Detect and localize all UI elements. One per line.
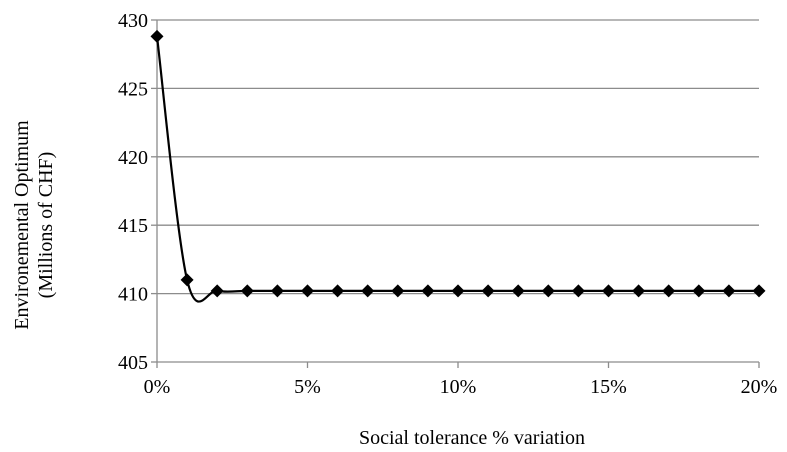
data-point-8 xyxy=(391,284,405,298)
y-axis-title-line-2: (Millions of CHF) xyxy=(35,152,57,299)
series-line xyxy=(155,36,759,303)
data-series xyxy=(150,29,766,303)
data-point-6 xyxy=(331,284,345,298)
y-tick-label-0: 405 xyxy=(118,352,148,374)
data-point-19 xyxy=(722,284,736,298)
data-point-3 xyxy=(240,284,254,298)
data-point-16 xyxy=(632,284,646,298)
y-tick-label-3: 420 xyxy=(118,147,148,169)
data-point-5 xyxy=(301,284,314,298)
data-point-9 xyxy=(421,284,435,298)
axes xyxy=(151,19,760,368)
data-point-10 xyxy=(451,284,465,298)
data-point-14 xyxy=(571,284,585,298)
x-tick-label-1: 5% xyxy=(294,376,321,398)
data-point-12 xyxy=(511,284,525,298)
data-point-11 xyxy=(481,284,495,298)
x-axis-title: Social tolerance % variation xyxy=(359,427,585,449)
data-point-2 xyxy=(210,284,224,298)
data-point-17 xyxy=(662,284,676,298)
y-axis-title: Environemental Optimum (Millions of CHF) xyxy=(11,120,57,330)
x-tick-label-3: 15% xyxy=(590,376,627,398)
x-tick-label-2: 10% xyxy=(440,376,477,398)
y-tick-label-2: 415 xyxy=(118,215,148,237)
tick-labels: 405 410 415 420 425 430 0% 5% 10% 15% 20% xyxy=(118,10,777,398)
data-point-0 xyxy=(150,29,164,43)
gridlines xyxy=(157,19,759,295)
y-tick-label-5: 430 xyxy=(118,10,148,32)
data-point-18 xyxy=(692,284,706,298)
data-point-4 xyxy=(270,284,284,298)
x-tick-label-0: 0% xyxy=(144,376,171,398)
data-point-7 xyxy=(361,284,375,298)
y-tick-label-4: 425 xyxy=(118,78,148,100)
data-point-15 xyxy=(602,284,615,298)
x-tick-label-4: 20% xyxy=(741,376,778,398)
y-tick-label-1: 410 xyxy=(118,284,148,306)
data-point-1 xyxy=(180,273,194,287)
data-point-13 xyxy=(541,284,555,298)
y-axis-title-line-1: Environemental Optimum xyxy=(11,120,33,330)
data-point-20 xyxy=(752,284,766,298)
